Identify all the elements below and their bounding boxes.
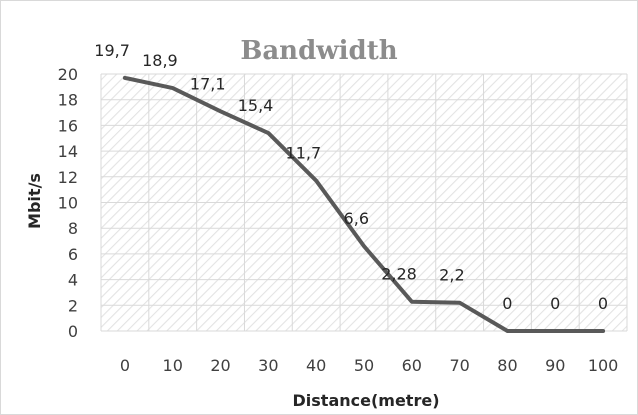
x-tick-label: 60 bbox=[402, 356, 422, 375]
x-tick-label: 30 bbox=[258, 356, 278, 375]
x-tick-label: 70 bbox=[449, 356, 469, 375]
x-tick-label: 40 bbox=[306, 356, 326, 375]
y-axis-title: Mbit/s bbox=[25, 173, 44, 229]
data-label: 17,1 bbox=[190, 74, 226, 93]
data-label: 11,7 bbox=[286, 144, 322, 163]
x-tick-label: 90 bbox=[545, 356, 565, 375]
y-tick-label: 18 bbox=[58, 91, 78, 110]
data-label: 0 bbox=[502, 294, 512, 313]
series-group bbox=[122, 75, 606, 333]
data-label: 0 bbox=[598, 294, 608, 313]
data-label: 0 bbox=[550, 294, 560, 313]
y-tick-label: 12 bbox=[58, 168, 78, 187]
y-tick-label: 20 bbox=[58, 65, 78, 84]
chart-title: Bandwidth bbox=[240, 36, 397, 66]
x-tick-label: 50 bbox=[354, 356, 374, 375]
y-axis-ticks: 0 2 4 6 8 10 12 14 16 18 20 bbox=[58, 65, 78, 341]
y-tick-label: 4 bbox=[68, 271, 78, 290]
y-tick-label: 10 bbox=[58, 194, 78, 213]
x-tick-label: 80 bbox=[497, 356, 517, 375]
data-label: 19,7 bbox=[94, 41, 130, 60]
x-axis-ticks: 0 10 20 30 40 50 60 70 80 90 100 bbox=[120, 356, 619, 375]
data-label: 6,6 bbox=[344, 209, 369, 228]
y-tick-label: 0 bbox=[68, 322, 78, 341]
x-axis-title: Distance(metre) bbox=[293, 391, 440, 410]
data-label: 15,4 bbox=[238, 96, 274, 115]
gridlines bbox=[100, 73, 628, 332]
y-tick-label: 2 bbox=[68, 296, 78, 315]
data-labels: 19,7 18,9 17,1 15,4 11,7 6,6 2,28 2,2 0 0 0 bbox=[94, 41, 608, 313]
x-tick-label: 0 bbox=[120, 356, 130, 375]
y-tick-label: 16 bbox=[58, 116, 78, 135]
x-tick-label: 100 bbox=[588, 356, 619, 375]
x-tick-label: 20 bbox=[210, 356, 230, 375]
y-tick-label: 14 bbox=[58, 142, 78, 161]
x-tick-label: 10 bbox=[163, 356, 183, 375]
data-label: 2,2 bbox=[439, 266, 464, 285]
y-tick-label: 8 bbox=[68, 219, 78, 238]
data-label: 2,28 bbox=[381, 265, 417, 284]
y-tick-label: 6 bbox=[68, 245, 78, 264]
data-label: 18,9 bbox=[142, 51, 178, 70]
